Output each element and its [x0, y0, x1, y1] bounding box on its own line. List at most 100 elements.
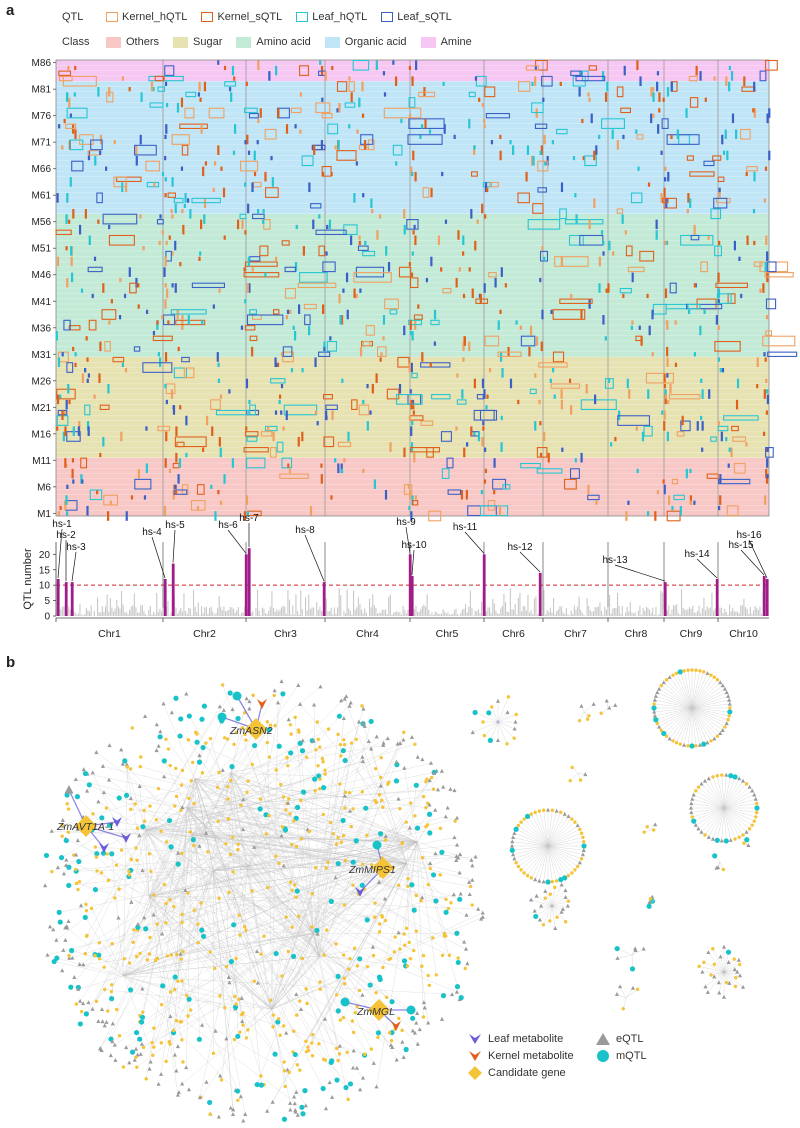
gene-node: [219, 1078, 224, 1082]
qtl-mark: [604, 92, 608, 102]
network-edge: [92, 772, 150, 897]
qtl-mark: [216, 352, 219, 362]
network-edge: [723, 807, 750, 829]
network-edge: [187, 807, 289, 952]
qtl-mark: [658, 92, 661, 102]
mqtl-node: [83, 1011, 89, 1017]
gene-node: [324, 866, 328, 870]
qtl-mark: [259, 108, 262, 118]
qtl-interval: [243, 272, 280, 278]
eqtl-node: [740, 984, 746, 989]
qtl-mark: [721, 134, 724, 145]
qtl-interval: [243, 107, 258, 114]
network-edge: [319, 955, 340, 1054]
mqtl-node: [426, 811, 433, 817]
gene-node: [310, 892, 315, 896]
eqtl-node: [724, 690, 729, 695]
gene-node: [224, 842, 228, 846]
qtl-mark: [280, 352, 284, 357]
qtl-interval: [636, 134, 644, 140]
network-edge: [661, 707, 693, 731]
eqtl-node: [183, 887, 188, 892]
qtl-mark: [764, 261, 767, 272]
qtl-mark: [462, 357, 465, 362]
qtl-mark: [444, 219, 448, 224]
qtl-interval: [552, 309, 586, 320]
gene-node: [570, 817, 574, 821]
network-edge: [123, 725, 271, 976]
network-edge: [723, 776, 736, 809]
hotspot-label: hs-4: [142, 527, 162, 538]
gray-bar: [533, 598, 535, 616]
qtl-mark: [389, 442, 392, 452]
network-edge: [698, 807, 725, 829]
gene-node: [225, 737, 230, 741]
network-edge: [577, 772, 586, 775]
gene-node: [265, 720, 270, 724]
qtl-mark: [640, 336, 643, 346]
gray-bar: [308, 594, 310, 616]
qtl-mark: [667, 171, 670, 182]
gene-node: [374, 991, 378, 995]
qtl-mark: [87, 373, 90, 378]
eqtl-node: [529, 897, 534, 902]
hotspot-bar: [538, 572, 542, 616]
eqtl-node: [510, 835, 516, 839]
gene-node: [426, 973, 430, 978]
network-edge: [691, 707, 701, 746]
qtl-mark: [622, 293, 625, 299]
gene-node: [225, 785, 230, 789]
network-edge: [406, 863, 410, 943]
qtl-mark: [321, 171, 325, 177]
qtl-interval: [90, 139, 103, 151]
qtl-mark: [71, 468, 74, 479]
gene-node: [164, 840, 169, 844]
network-edge: [723, 775, 731, 809]
network-edge: [230, 773, 346, 861]
qtl-mark: [325, 415, 328, 421]
gene-node: [179, 783, 184, 787]
network-edge: [107, 829, 146, 1012]
gene-node: [73, 867, 78, 872]
qtl-mark: [610, 442, 613, 447]
gene-node: [346, 1097, 350, 1102]
legend-label: Others: [126, 36, 160, 48]
gene-node: [383, 838, 388, 842]
network-edge: [514, 833, 549, 847]
qtl-interval: [456, 399, 467, 405]
qtl-mark: [764, 495, 767, 505]
qtl-mark: [542, 97, 545, 102]
panel-b-letter: b: [6, 654, 16, 671]
gray-bar: [497, 613, 499, 616]
qtl-mark: [330, 495, 333, 500]
qtl-mark: [735, 399, 739, 410]
eqtl-node: [112, 1042, 117, 1047]
network-edge: [142, 778, 196, 1013]
qtl-mark: [319, 60, 322, 65]
qtl-mark: [231, 65, 235, 76]
qtl-mark: [483, 447, 487, 452]
gene-node: [304, 987, 308, 991]
qtl-mark: [125, 511, 128, 521]
mqtl-node: [77, 1021, 83, 1027]
qtl-mark: [247, 150, 251, 155]
hotspot-leader: [151, 536, 166, 579]
gray-bar: [642, 607, 644, 616]
qtl-mark: [66, 484, 69, 489]
qtl-interval: [723, 415, 759, 421]
mqtl-node: [207, 1099, 213, 1106]
eqtl-node: [454, 858, 459, 862]
eqtl-node: [641, 946, 646, 951]
network-edge: [194, 870, 214, 911]
network-edge: [174, 807, 188, 990]
qtl-mark: [361, 113, 365, 118]
qtl-interval: [352, 59, 370, 71]
qtl-mark: [543, 134, 546, 145]
qtl-mark: [278, 394, 282, 399]
qtl-interval: [690, 234, 700, 241]
gray-bar: [202, 613, 204, 616]
qtl-mark: [651, 309, 654, 320]
qtl-mark: [636, 468, 639, 474]
eqtl-node: [451, 892, 456, 897]
gene-node: [341, 834, 346, 838]
